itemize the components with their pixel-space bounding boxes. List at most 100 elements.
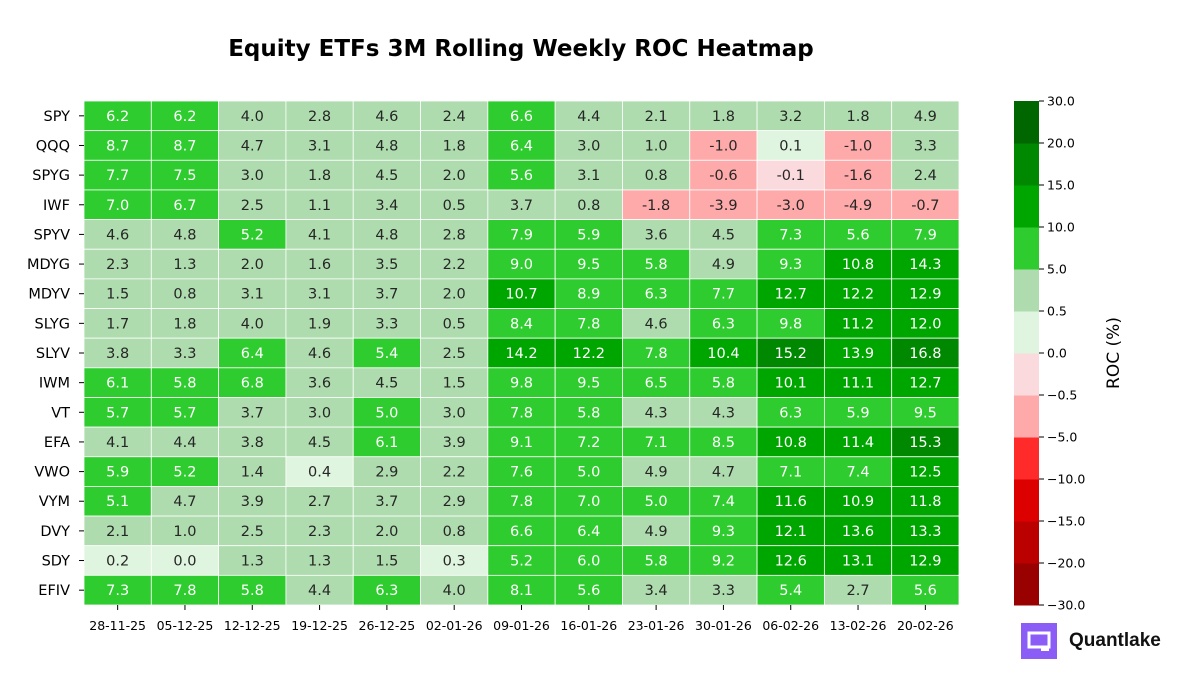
- cell-value-label: 14.2: [505, 346, 537, 362]
- brand-name: Quantlake: [1069, 630, 1161, 651]
- colorbar-segment: [1014, 353, 1039, 396]
- heatmap-cell: [554, 278, 623, 309]
- cell-value-label: 11.1: [842, 376, 874, 392]
- cell-value-label: 1.0: [173, 524, 196, 540]
- colorbar-segment: [1014, 395, 1039, 438]
- cell-value-label: 13.9: [842, 346, 874, 362]
- cell-value-label: 6.6: [510, 109, 533, 125]
- cell-value-label: 9.3: [712, 524, 735, 540]
- row-label: EFA: [44, 435, 70, 451]
- cell-value-label: 14.3: [909, 257, 941, 273]
- heatmap-cell: [891, 456, 960, 487]
- colorbar-segment: [1014, 143, 1039, 186]
- heatmap-cell: [823, 337, 893, 369]
- cell-value-label: 4.3: [712, 405, 735, 421]
- cell-value-label: 1.3: [241, 554, 264, 570]
- cell-value-label: 2.7: [308, 494, 331, 510]
- cell-value-label: 2.9: [375, 465, 398, 481]
- heatmap-cell: [689, 189, 758, 220]
- cell-value-label: 7.2: [577, 435, 600, 451]
- cell-value-label: 5.9: [106, 465, 129, 481]
- heatmap-cell: [823, 100, 893, 132]
- cell-value-label: 12.0: [909, 316, 941, 332]
- heatmap-cell: [150, 219, 220, 250]
- heatmap-cell: [487, 515, 556, 547]
- cell-value-label: 5.9: [847, 405, 870, 421]
- column-label: 06-02-26: [762, 618, 819, 633]
- colorbar-tick-label: −30.0: [1047, 598, 1085, 613]
- cell-value-label: 4.5: [308, 435, 331, 451]
- cell-value-label: 6.4: [510, 138, 533, 154]
- colorbar-segment: [1014, 563, 1039, 606]
- cell-value-label: 3.6: [308, 376, 331, 392]
- cell-value-label: 12.5: [909, 465, 941, 481]
- heatmap-cell: [689, 486, 758, 517]
- cell-value-label: 8.7: [106, 138, 129, 154]
- cell-value-label: 11.2: [842, 316, 874, 332]
- heatmap-cell: [891, 574, 960, 606]
- cell-value-label: 12.2: [842, 287, 874, 303]
- cell-value-label: 16.8: [909, 346, 941, 362]
- cell-value-label: 4.7: [712, 465, 735, 481]
- heatmap-cell: [218, 278, 287, 309]
- heatmap-cell: [420, 486, 489, 517]
- row-label: SPY: [44, 109, 71, 125]
- cell-value-label: 6.5: [645, 376, 668, 392]
- heatmap-cell: [756, 248, 825, 280]
- cell-value-label: 9.2: [712, 554, 735, 570]
- cell-value-label: 4.9: [645, 524, 668, 540]
- column-label: 19-12-25: [291, 618, 348, 633]
- heatmap-cell: [285, 159, 354, 191]
- heatmap-cell: [689, 337, 758, 369]
- cell-value-label: 4.8: [173, 227, 196, 243]
- heatmap-cell: [823, 278, 893, 309]
- cell-value-label: 11.8: [909, 494, 941, 510]
- cell-value-label: 7.8: [510, 494, 533, 510]
- cell-value-label: 12.9: [909, 287, 941, 303]
- heatmap-cell: [823, 248, 893, 280]
- column-label: 05-12-25: [157, 618, 214, 633]
- colorbar-tick-label: 5.0: [1047, 262, 1067, 277]
- heatmap-cell: [218, 397, 287, 428]
- cell-value-label: 10.7: [505, 287, 537, 303]
- cell-value-label: 1.8: [847, 109, 870, 125]
- row-label: SDY: [42, 554, 71, 570]
- column-label: 09-01-26: [493, 618, 550, 633]
- cell-value-label: 4.5: [375, 168, 398, 184]
- cell-value-label: 9.3: [779, 257, 802, 273]
- heatmap-cell: [689, 100, 758, 132]
- heatmap-cell: [487, 574, 556, 606]
- cell-value-label: 1.5: [375, 554, 398, 570]
- cell-value-label: 7.9: [914, 227, 937, 243]
- cell-value-label: 6.2: [173, 109, 196, 125]
- cell-value-label: 1.8: [443, 138, 466, 154]
- cell-value-label: 6.6: [510, 524, 533, 540]
- cell-value-label: 3.6: [645, 227, 668, 243]
- column-label: 12-12-25: [224, 618, 281, 633]
- heatmap-cell: [150, 367, 220, 398]
- row-label: QQQ: [36, 138, 70, 154]
- heatmap-cell: [83, 515, 152, 547]
- cell-value-label: 0.5: [443, 316, 466, 332]
- cell-value-label: 2.5: [443, 346, 466, 362]
- heatmap-cell: [689, 308, 758, 339]
- cell-value-label: 5.6: [847, 227, 870, 243]
- cell-value-label: 7.8: [577, 316, 600, 332]
- cell-value-label: 3.7: [510, 198, 533, 214]
- cell-value-label: 7.8: [645, 346, 668, 362]
- cell-value-label: 5.6: [914, 583, 937, 599]
- cell-value-label: 3.0: [308, 405, 331, 421]
- cell-value-label: -1.8: [642, 198, 670, 214]
- heatmap-cell: [891, 515, 960, 547]
- heatmap-cell: [823, 574, 893, 606]
- cell-value-label: 4.4: [173, 435, 196, 451]
- heatmap-cell: [285, 219, 354, 250]
- cell-value-label: 7.3: [106, 583, 129, 599]
- row-label: DVY: [40, 524, 70, 540]
- cell-value-label: 3.3: [375, 316, 398, 332]
- cell-value-label: 7.1: [779, 465, 802, 481]
- cell-value-label: 7.7: [106, 168, 129, 184]
- heatmap-cell: [218, 308, 287, 339]
- cell-value-label: 4.7: [173, 494, 196, 510]
- cell-value-label: 9.0: [510, 257, 533, 273]
